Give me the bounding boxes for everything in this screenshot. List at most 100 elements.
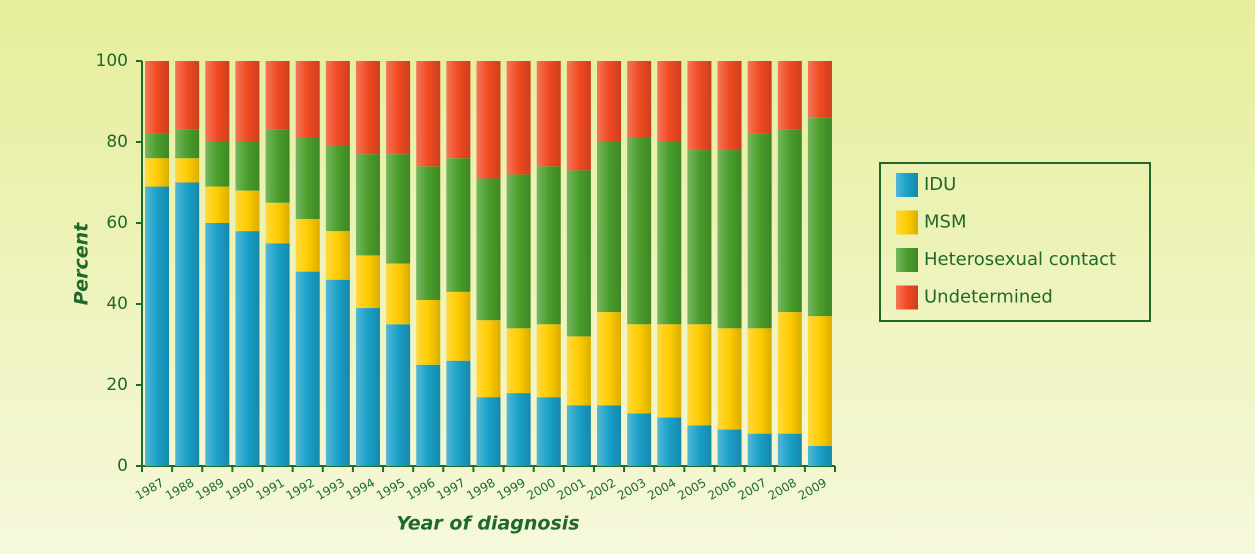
bar-segment xyxy=(235,142,260,191)
bar-segment xyxy=(627,137,652,325)
bar-segment xyxy=(325,61,350,147)
bar-segment xyxy=(627,413,652,466)
legend-swatch xyxy=(896,248,918,272)
bar-segment xyxy=(175,129,200,159)
bar-segment xyxy=(657,61,682,142)
bar-segment xyxy=(416,61,441,167)
y-tick-label: 40 xyxy=(106,294,128,314)
bar-segment xyxy=(777,433,802,466)
bar-segment xyxy=(687,425,712,466)
bar-segment xyxy=(717,61,742,151)
bar-segment xyxy=(386,154,411,264)
bar-segment xyxy=(506,174,531,329)
bar-segment xyxy=(536,324,561,398)
bar-segment xyxy=(235,61,260,142)
bar-segment xyxy=(386,263,411,325)
bar-segment xyxy=(446,360,471,466)
bar-segment xyxy=(566,405,591,466)
bar-segment xyxy=(416,166,441,300)
y-tick-label: 60 xyxy=(106,213,128,233)
bar-segment xyxy=(446,291,471,361)
bar-segment xyxy=(476,178,501,321)
bar-segment xyxy=(205,223,230,466)
bar-segment xyxy=(597,312,622,406)
bar-segment xyxy=(717,328,742,430)
bar-segment xyxy=(476,397,501,466)
bar-segment xyxy=(476,320,501,398)
bar-segment xyxy=(265,129,290,203)
bar-segment xyxy=(657,142,682,325)
bar-segment xyxy=(325,231,350,280)
bar-segment xyxy=(476,61,501,179)
bar-segment xyxy=(295,61,320,138)
bar-segment xyxy=(627,61,652,138)
bar-segment xyxy=(235,190,260,232)
bar-segment xyxy=(235,231,260,466)
bar-segment xyxy=(416,364,441,466)
bar-segment xyxy=(145,158,170,187)
bar-segment xyxy=(325,279,350,466)
bar-segment xyxy=(506,393,531,466)
bar-segment xyxy=(627,324,652,414)
bar-segment xyxy=(597,142,622,313)
bar-segment xyxy=(295,137,320,219)
legend-label: IDU xyxy=(924,174,956,195)
bar-segment xyxy=(355,308,380,466)
bar-segment xyxy=(145,61,170,134)
bar-segment xyxy=(597,61,622,142)
bar-segment xyxy=(687,61,712,151)
bar-segment xyxy=(657,324,682,418)
bar-segment xyxy=(506,328,531,394)
bar-segment xyxy=(807,117,832,317)
bar-segment xyxy=(536,166,561,325)
bar-segment xyxy=(145,133,170,159)
bar-segment xyxy=(355,154,380,256)
bar-segment xyxy=(265,202,290,244)
bar-segment xyxy=(355,255,380,309)
bar-segment xyxy=(446,158,471,292)
bar-segment xyxy=(747,133,772,329)
bar-segment xyxy=(175,182,200,466)
y-tick-label: 0 xyxy=(117,456,128,476)
legend-swatch xyxy=(896,173,918,197)
bar-segment xyxy=(597,405,622,466)
bar-segment xyxy=(205,61,230,142)
bar-segment xyxy=(386,61,411,155)
bar-segment xyxy=(807,61,832,118)
bar-segment xyxy=(386,324,411,466)
bar-segment xyxy=(566,170,591,337)
bar-segment xyxy=(747,328,772,434)
bar-segment xyxy=(687,150,712,325)
bar-segment xyxy=(265,243,290,466)
legend-swatch xyxy=(896,285,918,310)
y-tick-label: 80 xyxy=(106,132,128,152)
legend-box xyxy=(879,162,1151,322)
bar-segment xyxy=(777,312,802,434)
bar-segment xyxy=(265,61,290,130)
bar-segment xyxy=(566,336,591,406)
bar-segment xyxy=(747,61,772,134)
bar-segment xyxy=(717,150,742,329)
y-tick-label: 100 xyxy=(96,51,128,71)
bar-segment xyxy=(777,61,802,130)
bar-segment xyxy=(777,129,802,313)
bar-segment xyxy=(566,61,591,171)
bar-segment xyxy=(506,61,531,175)
bar-segment xyxy=(355,61,380,155)
bar-segment xyxy=(175,158,200,183)
y-tick-label: 20 xyxy=(106,375,128,395)
bar-segment xyxy=(747,433,772,466)
bar-segment xyxy=(717,429,742,466)
bar-segment xyxy=(145,186,170,467)
bar-segment xyxy=(175,61,200,130)
y-axis-title: Percent xyxy=(71,222,93,305)
bar-segment xyxy=(325,146,350,232)
legend-swatch xyxy=(896,210,918,235)
bar-segment xyxy=(657,417,682,466)
bar-segment xyxy=(807,316,832,446)
legend-label: Undetermined xyxy=(924,287,1053,308)
bar-segment xyxy=(536,397,561,466)
bar-segment xyxy=(205,142,230,187)
bar-segment xyxy=(807,445,832,466)
